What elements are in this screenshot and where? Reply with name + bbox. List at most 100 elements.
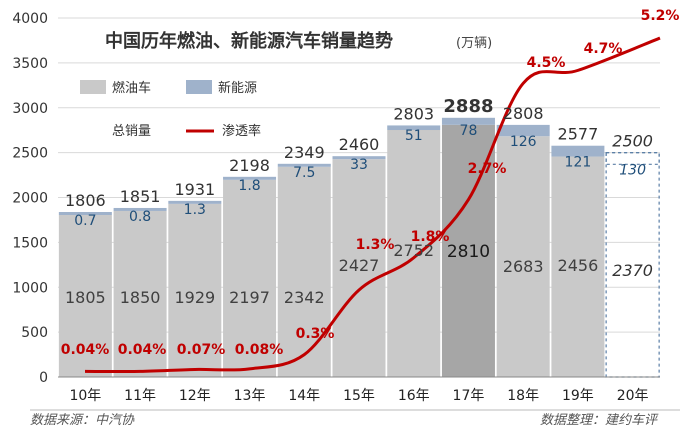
x-tick-label: 11年 (124, 388, 156, 404)
bar-nev (551, 145, 605, 157)
bar-fuel (223, 179, 277, 377)
total-label: 2803 (393, 104, 434, 123)
penetration-label: 2.7% (468, 161, 507, 177)
penetration-label: 1.8% (411, 229, 450, 245)
x-tick-label: 10年 (69, 388, 101, 404)
bar-fuel (551, 156, 605, 377)
y-tick-label: 1500 (12, 235, 48, 251)
fuel-label: 2810 (447, 242, 490, 262)
chart-title: 中国历年燃油、新能源汽车销量趋势 (105, 30, 393, 52)
x-axis: 10年 11年 12年 13年 14年 15年 16年 17年 18年 19年 20年 (30, 376, 680, 411)
x-tick-label: 18年 (507, 388, 539, 404)
nev-label: 130 (619, 162, 646, 178)
fuel-label: 2342 (284, 288, 325, 307)
y-tick-label: 1000 (12, 280, 48, 296)
penetration-label: 1.3% (356, 237, 395, 253)
bar-nev (168, 200, 222, 204)
bar-nev (223, 176, 277, 180)
x-tick-label: 12年 (179, 388, 211, 404)
bar-fuel (277, 166, 331, 377)
y-tick-label: 0 (39, 370, 48, 386)
legend-label-fuel: 燃油车 (112, 80, 151, 96)
data-labels: 1806 0.7 1805 1851 0.8 1850 1931 1.3 1929 2198 1.8… (61, 8, 680, 358)
legend-swatch-fuel (80, 80, 106, 94)
total-label: 1931 (174, 180, 215, 199)
bar-fuel (113, 210, 167, 377)
nev-label: 126 (510, 134, 537, 150)
fuel-label: 2197 (229, 288, 270, 307)
legend-swatch-nev (186, 80, 212, 94)
x-tick-label: 16年 (398, 388, 430, 404)
nev-label: 7.5 (293, 165, 315, 181)
penetration-line-group (84, 36, 661, 374)
bar-nev (58, 212, 112, 216)
total-label: 2808 (503, 104, 544, 123)
fuel-label: 2683 (503, 257, 544, 276)
bar-fuel (168, 203, 222, 377)
x-tick-label: 19年 (562, 388, 594, 404)
chart-unit: (万辆) (456, 36, 492, 51)
fuel-label: 2370 (612, 261, 653, 280)
bar-fuel (332, 159, 386, 377)
y-tick-label: 2000 (12, 191, 48, 207)
nev-label: 33 (350, 157, 368, 173)
footer-source: 数据来源：中汽协 (30, 413, 135, 428)
nev-label: 78 (460, 123, 478, 139)
total-label: 2577 (558, 125, 599, 144)
fuel-label: 2752 (393, 241, 434, 260)
nev-label: 1.3 (184, 202, 206, 218)
bar-nev (332, 156, 386, 160)
penetration-line (84, 36, 661, 374)
legend: 燃油车 新能源 总销量 渗透率 (80, 80, 261, 139)
total-label: 2460 (339, 135, 380, 154)
x-tick-label: 17年 (453, 388, 485, 404)
bar-nev (277, 163, 331, 167)
y-tick-label: 3000 (12, 101, 48, 117)
bars (58, 117, 660, 378)
penetration-label: 4.7% (584, 41, 623, 57)
fuel-label: 1805 (65, 288, 106, 307)
legend-label-total: 总销量 (112, 124, 151, 139)
total-label: 1806 (65, 191, 106, 210)
bar-nev (387, 125, 441, 131)
bar-fuel (387, 130, 441, 377)
total-label: 2888 (443, 96, 493, 117)
penetration-label: 4.5% (527, 55, 566, 71)
fuel-label: 1929 (174, 288, 215, 307)
penetration-label: 0.04% (118, 342, 167, 358)
total-label: 1851 (120, 187, 161, 206)
penetration-label: 0.3% (296, 326, 335, 342)
nev-label: 121 (565, 155, 592, 171)
footer-compiler: 数据整理：建约车评 (540, 413, 659, 428)
y-tick-label: 2500 (12, 146, 48, 162)
total-label: 2349 (284, 143, 325, 162)
bar-projected-nev (605, 152, 660, 165)
x-tick-label: 20年 (617, 388, 649, 404)
y-tick-label: 4000 (12, 11, 48, 27)
bar-nev (496, 124, 550, 137)
x-tick-label: 15年 (343, 388, 375, 404)
legend-label-nev: 新能源 (218, 80, 257, 96)
penetration-label: 5.2% (641, 8, 680, 24)
nev-label: 1.8 (238, 178, 260, 194)
total-label: 2500 (612, 132, 653, 151)
bar-nev (441, 117, 495, 125)
y-tick-label: 3500 (12, 56, 48, 72)
nev-label: 0.8 (129, 209, 151, 225)
y-axis: 0 500 1000 1500 2000 2500 3000 3500 4000 (12, 11, 48, 386)
bar-fuel (58, 215, 112, 377)
bar-nev (113, 207, 167, 211)
bar-fuel (441, 124, 495, 378)
penetration-label: 0.08% (235, 342, 284, 358)
fuel-label: 2456 (558, 256, 599, 275)
penetration-label: 0.04% (61, 342, 110, 358)
nev-label: 0.7 (74, 213, 96, 229)
x-tick-label: 14年 (288, 388, 320, 404)
fuel-label: 2427 (339, 256, 380, 275)
x-tick-label: 13年 (234, 388, 266, 404)
bar-fuel (496, 136, 550, 377)
legend-label-penetration: 渗透率 (222, 123, 261, 139)
y-tick-label: 500 (21, 325, 48, 341)
total-label: 2198 (229, 156, 270, 175)
